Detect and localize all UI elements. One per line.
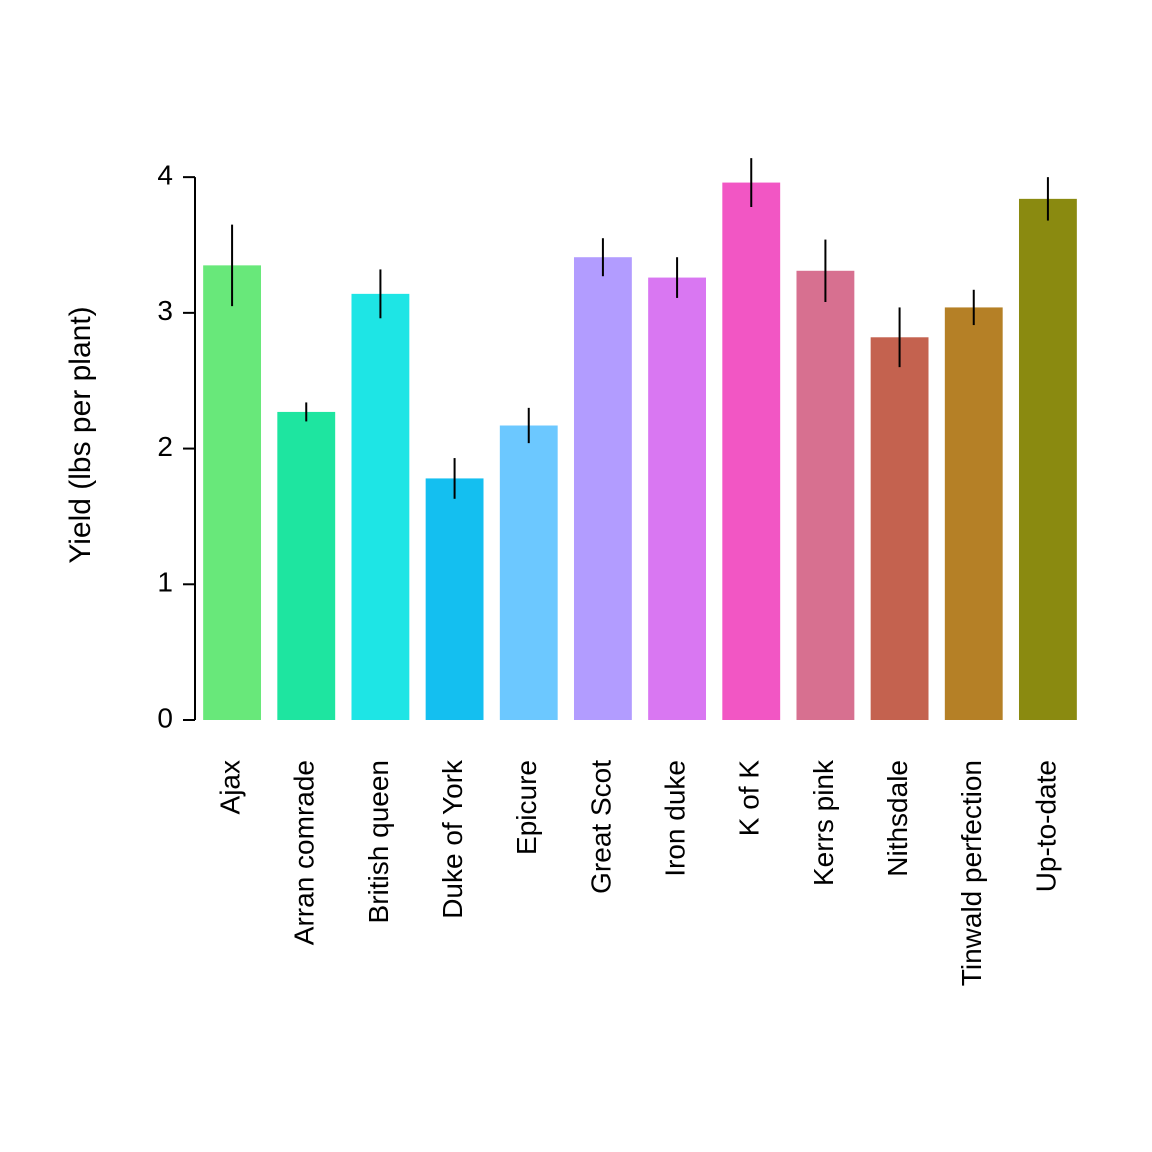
x-category-label: Up-to-date [1030,760,1061,892]
x-category-label: Duke of York [437,759,468,919]
y-tick-label: 4 [157,160,173,191]
bar [351,294,409,720]
bar [1019,199,1077,720]
bar [574,257,632,720]
x-category-label: British queen [363,760,394,923]
x-category-label: Epicure [511,760,542,855]
y-axis-label: Yield (lbs per plant) [64,306,97,563]
x-category-label: K of K [734,760,765,837]
bar [722,183,780,720]
bar [945,307,1003,720]
x-category-label: Ajax [214,760,245,814]
x-category-label: Nithsdale [882,760,913,877]
bar [871,337,929,720]
bar [648,278,706,720]
bar [203,265,261,720]
bar [796,271,854,720]
bar [277,412,335,720]
y-tick-label: 2 [157,431,173,462]
bar [500,426,558,721]
bar [426,478,484,720]
y-tick-label: 3 [157,295,173,326]
x-category-label: Great Scot [585,760,616,894]
y-tick-label: 0 [157,702,173,733]
x-category-label: Iron duke [659,760,690,877]
y-tick-label: 1 [157,567,173,598]
chart-container: 0 1 2 3 4 Yield (lbs per plant) Ajax Arran comr… [0,0,1152,1152]
x-category-label: Arran comrade [289,760,320,945]
x-category-label: Kerrs pink [808,759,839,886]
x-category-label: Tinwald perfection [956,760,987,986]
bar-chart: 0 1 2 3 4 Yield (lbs per plant) Ajax Arran comr… [0,0,1152,1152]
